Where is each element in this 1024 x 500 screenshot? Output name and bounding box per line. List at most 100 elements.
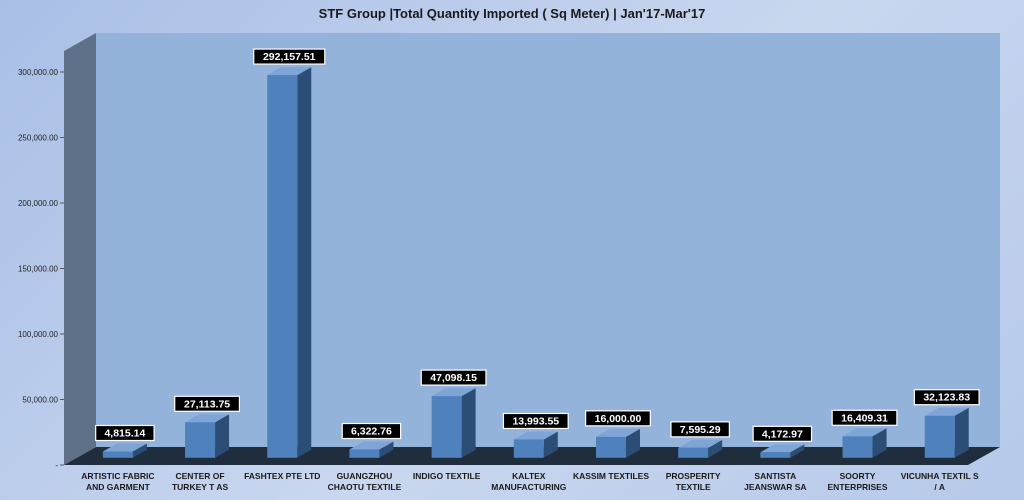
- data-label-box: [502, 412, 569, 430]
- bar-top: [102, 443, 147, 452]
- data-label-box: [831, 409, 898, 426]
- y-tick-label: -: [55, 461, 58, 470]
- bar-side: [132, 443, 147, 458]
- bar-top: [595, 428, 640, 437]
- category-label-line: ARTISTIC FABRIC: [81, 471, 154, 481]
- chart-title: STF Group |Total Quantity Imported ( Sq …: [318, 6, 706, 21]
- bar-front: [431, 396, 462, 458]
- bar-side: [461, 388, 476, 458]
- data-label-box: [95, 424, 155, 442]
- category-label-line: KASSIM TEXTILES: [573, 471, 649, 481]
- category-label-line: SANTISTA: [754, 471, 796, 481]
- data-label-box: [174, 395, 241, 412]
- bar-front: [513, 439, 544, 458]
- y-tick-label: 150,000.00: [18, 265, 59, 274]
- data-label: 4,815.14: [104, 427, 145, 439]
- bar: 16,000.00: [585, 410, 651, 458]
- category-label: SANTISTA JEANSWAR SA: [744, 471, 806, 492]
- data-label-box: [585, 410, 651, 427]
- category-label-line: ENTERPRISES: [828, 482, 888, 492]
- category-label-line: SOORTY: [840, 471, 876, 481]
- bar-side: [954, 407, 969, 458]
- bar-front: [185, 422, 216, 458]
- y-tick-label: 50,000.00: [22, 396, 58, 405]
- y-axis: - 50,000.00 100,000.00 150,000.00 200,000.00…: [18, 68, 64, 470]
- data-label-box: [752, 425, 813, 442]
- data-label: 7,595.29: [680, 424, 721, 436]
- data-label: 16,409.31: [841, 412, 888, 424]
- back-wall: [96, 33, 1000, 447]
- bar-front: [760, 452, 791, 458]
- bar: 16,409.31: [831, 409, 898, 458]
- category-label-line: / A: [934, 482, 945, 492]
- bar-front: [595, 436, 626, 458]
- bar-top: [513, 431, 558, 440]
- category-label-line: KALTEX: [512, 471, 546, 481]
- bar-front: [842, 436, 873, 458]
- category-label-line: JEANSWAR SA: [744, 482, 806, 492]
- bar-top: [760, 444, 805, 453]
- y-tick-label: 200,000.00: [18, 199, 59, 208]
- category-label: KASSIM TEXTILES: [573, 471, 649, 481]
- bar: 6,322.76: [341, 422, 402, 458]
- chart-walls: [64, 33, 1000, 465]
- data-label: 13,993.55: [512, 415, 559, 427]
- y-tick-label: 250,000.00: [18, 134, 59, 143]
- category-label: CENTER OF TURKEY T AS: [172, 471, 229, 492]
- category-label: GUANGZHOU CHAOTU TEXTILE: [328, 471, 402, 492]
- category-label-line: VICUNHA TEXTIL S: [901, 471, 979, 481]
- data-label: 47,098.15: [430, 372, 477, 384]
- category-label-line: GUANGZHOU: [337, 471, 393, 481]
- bar: 13,993.55: [502, 412, 569, 458]
- bar-front: [267, 75, 298, 458]
- y-tick-label: 100,000.00: [18, 330, 59, 339]
- bar-side: [215, 414, 230, 458]
- bar-side: [297, 67, 312, 458]
- bar-side: [543, 431, 558, 458]
- bars: 4,815.14 27,113.75 292,157.51 6,322.76 47,09…: [95, 48, 980, 458]
- data-label: 6,322.76: [351, 426, 392, 438]
- category-label: KALTEX MANUFACTURING: [491, 471, 566, 492]
- data-label: 32,123.83: [923, 392, 970, 404]
- data-label-box: [670, 421, 730, 438]
- category-label-line: TURKEY T AS: [172, 482, 229, 492]
- bar-side: [790, 444, 805, 458]
- bar-front: [102, 451, 133, 458]
- category-label: ARTISTIC FABRIC AND GARMENT: [81, 471, 154, 492]
- bar-side: [708, 439, 723, 458]
- bar-top: [842, 428, 887, 437]
- data-label-box: [913, 389, 980, 406]
- category-label-line: INDIGO TEXTILE: [413, 471, 481, 481]
- bar-top: [267, 67, 312, 76]
- bar: 32,123.83: [913, 389, 980, 458]
- bar-side: [379, 441, 394, 458]
- bar-top: [349, 441, 394, 450]
- side-wall: [64, 33, 96, 465]
- data-label-box: [420, 369, 487, 386]
- category-label: FASHTEX PTE LTD: [244, 471, 320, 481]
- bar-front: [924, 415, 955, 458]
- bar: 47,098.15: [420, 369, 487, 458]
- data-label: 27,113.75: [184, 398, 230, 410]
- data-label: 16,000.00: [595, 413, 642, 425]
- bar: 292,157.51: [253, 48, 326, 458]
- data-label: 292,157.51: [263, 51, 316, 63]
- bar-side: [625, 428, 640, 458]
- bar: 4,815.14: [95, 424, 155, 458]
- bar-side: [872, 428, 887, 458]
- x-axis-labels: ARTISTIC FABRIC AND GARMENT CENTER OF TURKE…: [81, 471, 979, 492]
- category-label-line: FASHTEX PTE LTD: [244, 471, 320, 481]
- category-label-line: AND GARMENT: [86, 482, 151, 492]
- category-label: VICUNHA TEXTIL S / A: [901, 471, 979, 492]
- category-label-line: CHAOTU TEXTILE: [328, 482, 402, 492]
- y-tick-label: 300,000.00: [18, 68, 59, 77]
- bar-top: [185, 414, 230, 423]
- data-label-box: [341, 422, 402, 440]
- bar-top: [431, 388, 476, 397]
- category-label-line: CENTER OF: [176, 471, 225, 481]
- data-label: 4,172.97: [762, 428, 803, 440]
- category-label: PROSPERITY TEXTILE: [666, 471, 721, 492]
- data-label-box: [253, 48, 326, 65]
